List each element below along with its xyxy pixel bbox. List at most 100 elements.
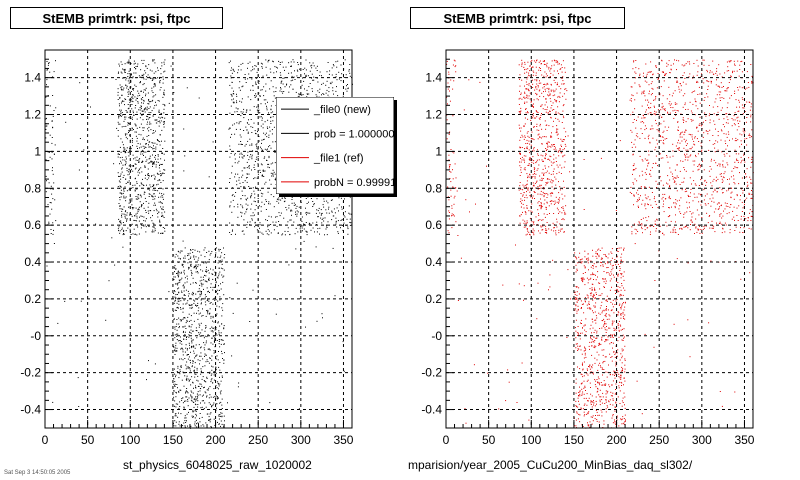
data-point [342, 224, 344, 226]
data-point [193, 350, 195, 352]
data-point [739, 146, 741, 148]
data-point [558, 73, 559, 75]
data-point [527, 165, 529, 166]
data-point [162, 82, 164, 84]
data-point [188, 411, 189, 413]
data-point [750, 178, 752, 180]
data-point [48, 62, 49, 64]
data-point [662, 108, 664, 110]
data-point [149, 117, 151, 118]
data-point [553, 120, 554, 122]
data-point [448, 134, 450, 135]
data-point [700, 164, 702, 166]
data-point [255, 65, 257, 67]
data-point [138, 208, 140, 210]
data-point [248, 173, 250, 175]
data-point [451, 207, 453, 209]
data-point [722, 164, 724, 166]
data-point [121, 227, 123, 229]
data-point [263, 170, 265, 172]
data-point [538, 61, 540, 63]
data-point [280, 212, 282, 214]
data-point [125, 134, 126, 136]
data-point [224, 420, 225, 422]
data-point [241, 86, 243, 88]
data-point [276, 225, 278, 227]
data-point [256, 229, 258, 231]
data-point [153, 107, 155, 109]
data-point [555, 101, 557, 103]
data-point [219, 299, 221, 301]
data-point [329, 82, 331, 84]
data-point [534, 177, 536, 179]
data-point [340, 220, 342, 221]
data-point [191, 346, 192, 347]
data-point [651, 125, 653, 127]
data-point [173, 276, 175, 278]
data-point [319, 227, 321, 229]
data-point [446, 96, 448, 98]
data-point [526, 233, 528, 235]
data-point [174, 350, 176, 352]
data-point [131, 127, 133, 129]
data-point [219, 325, 221, 327]
data-point [208, 397, 210, 399]
data-point [212, 269, 214, 271]
data-point [654, 106, 655, 108]
data-point [254, 161, 256, 162]
data-point [263, 86, 265, 88]
data-point [258, 140, 260, 142]
data-point [139, 158, 141, 160]
data-point [180, 272, 182, 274]
data-point [153, 193, 155, 194]
data-point [449, 131, 451, 133]
data-point [155, 158, 156, 160]
data-point [123, 189, 125, 191]
data-point [341, 206, 342, 208]
data-point [142, 84, 144, 86]
data-point [532, 185, 534, 187]
data-point [720, 82, 722, 84]
data-point [189, 378, 191, 380]
data-point [521, 134, 523, 136]
data-point [746, 71, 748, 73]
data-point [541, 219, 543, 221]
data-point [205, 262, 207, 264]
data-point [683, 131, 685, 133]
data-point [284, 197, 286, 199]
data-point [319, 233, 320, 235]
data-point [563, 209, 565, 211]
data-point [734, 183, 736, 185]
data-point [261, 117, 263, 119]
data-point [122, 177, 124, 178]
data-point [195, 264, 197, 266]
data-point [743, 154, 745, 156]
data-point [751, 156, 753, 158]
data-point [120, 175, 121, 177]
data-point [229, 148, 231, 150]
data-point [235, 128, 237, 130]
data-point [557, 138, 559, 139]
data-point [707, 71, 708, 73]
data-point [450, 79, 452, 81]
data-point [161, 215, 163, 217]
data-point [185, 417, 187, 419]
data-point [45, 96, 47, 98]
data-point [119, 199, 121, 201]
data-point [645, 111, 647, 113]
data-point [130, 79, 132, 81]
data-point [524, 69, 525, 71]
data-point [535, 92, 537, 94]
data-point [531, 59, 533, 61]
data-point [307, 75, 309, 77]
data-point [131, 116, 133, 118]
data-point [252, 126, 254, 128]
data-point [533, 222, 534, 224]
data-point [156, 139, 158, 140]
data-point [321, 313, 323, 315]
data-point [724, 155, 726, 157]
data-point [545, 153, 547, 155]
data-point [552, 95, 554, 97]
data-point [175, 294, 177, 296]
data-point [555, 232, 557, 234]
